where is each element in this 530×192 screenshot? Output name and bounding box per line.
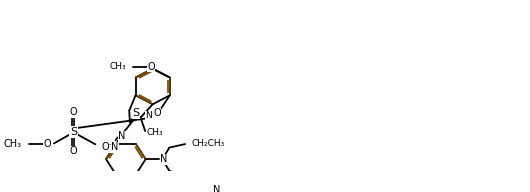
Text: O⁻: O⁻ — [101, 142, 114, 152]
Text: S: S — [70, 127, 77, 137]
Text: O: O — [70, 107, 77, 117]
Text: S: S — [132, 108, 139, 118]
Text: CH₃: CH₃ — [110, 62, 126, 71]
Text: N: N — [213, 185, 220, 192]
Text: O: O — [147, 62, 155, 72]
Text: CH₂CH₃: CH₂CH₃ — [191, 139, 224, 148]
Text: N: N — [161, 154, 168, 164]
Text: O: O — [153, 108, 161, 118]
Text: CH₃: CH₃ — [146, 128, 163, 137]
Text: N: N — [111, 142, 119, 152]
Text: CH₃: CH₃ — [3, 139, 21, 149]
Text: O: O — [43, 139, 51, 149]
Text: N⁺: N⁺ — [145, 111, 157, 120]
Text: O: O — [70, 146, 77, 156]
Text: N: N — [118, 131, 126, 141]
